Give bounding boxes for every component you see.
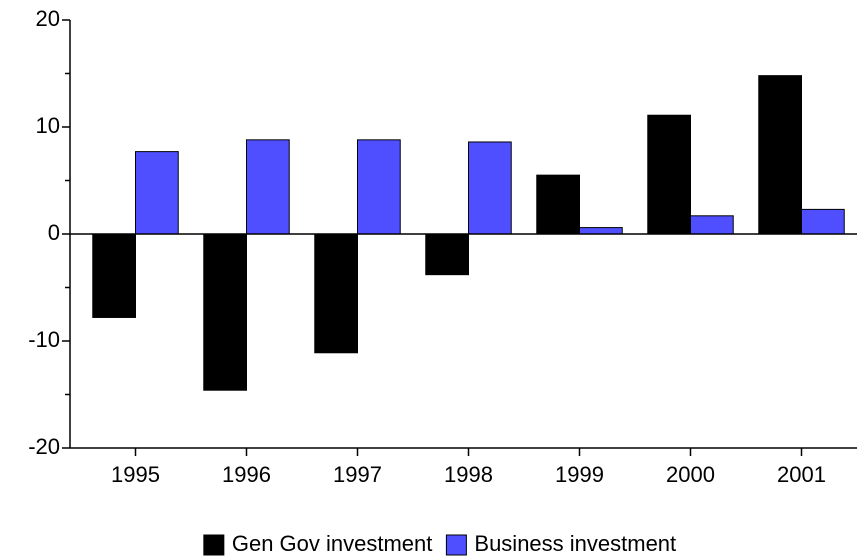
bar: [536, 174, 581, 235]
bar: [468, 141, 512, 235]
bar: [92, 233, 136, 318]
bar: [690, 215, 734, 235]
y-tick-label: 0: [48, 220, 60, 245]
x-tick-label: 1995: [111, 462, 160, 487]
x-tick-label: 2001: [777, 462, 826, 487]
y-tick-label: 10: [36, 113, 60, 138]
bar: [246, 139, 290, 235]
bar: [203, 233, 247, 391]
bar: [135, 151, 179, 235]
bar: [647, 114, 692, 235]
legend-swatch: [445, 534, 467, 556]
legend-label: Gen Gov investment: [232, 531, 433, 556]
y-tick-label: -20: [28, 434, 60, 459]
y-tick-label: -10: [28, 327, 60, 352]
legend: Gen Gov investment Business investment: [203, 531, 676, 556]
bar: [314, 233, 359, 354]
bar: [579, 227, 623, 235]
x-tick-label: 1998: [444, 462, 493, 487]
legend-swatch: [203, 534, 225, 556]
bar: [357, 139, 401, 235]
bar: [758, 75, 803, 235]
x-tick-label: 1997: [333, 462, 382, 487]
x-tick-label: 2000: [666, 462, 715, 487]
bar: [801, 208, 845, 235]
x-tick-label: 1999: [555, 462, 604, 487]
bar: [425, 233, 470, 276]
legend-label: Business investment: [474, 531, 676, 556]
x-tick-label: 1996: [222, 462, 271, 487]
y-tick-label: 20: [36, 6, 60, 31]
